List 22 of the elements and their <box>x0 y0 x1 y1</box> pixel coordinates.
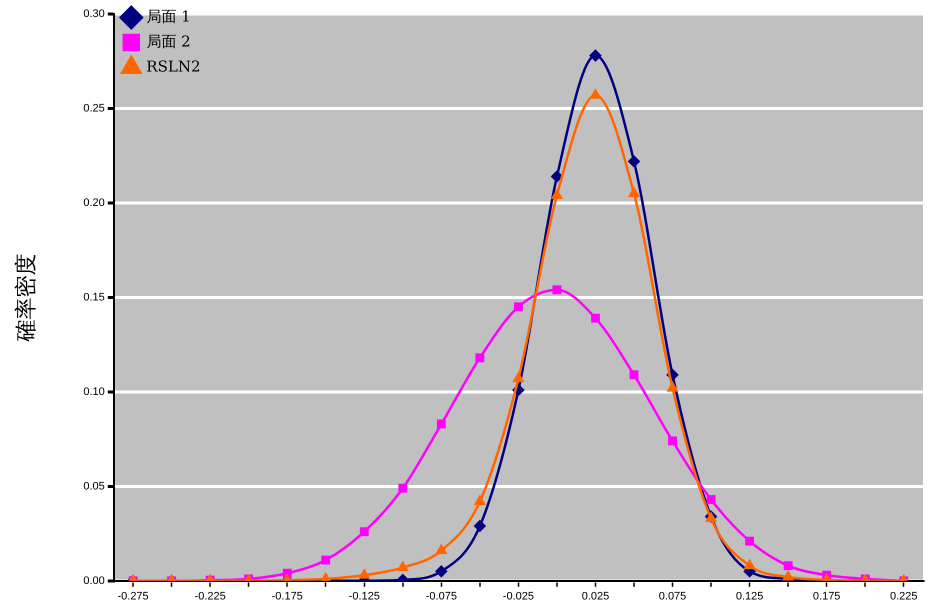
y-tick-label: 0.10 <box>83 386 105 398</box>
y-axis-title: 確率密度 <box>14 253 39 342</box>
x-tick-label: 0.075 <box>658 590 686 602</box>
x-tick-label: -0.125 <box>348 590 380 602</box>
y-tick-label: 0.20 <box>83 196 105 209</box>
y-tick-label: 0.05 <box>83 480 105 492</box>
x-tick-label: 0.225 <box>890 590 918 602</box>
legend-label: RSLN2 <box>146 57 201 76</box>
x-tick-label: -0.175 <box>272 590 303 602</box>
x-tick-label: -0.025 <box>502 590 534 602</box>
legend-label: 局面 1 <box>146 7 191 26</box>
x-tick-label: 0.175 <box>812 590 840 602</box>
x-tick-label: -0.225 <box>194 590 226 602</box>
x-tick-label: -0.275 <box>117 590 149 602</box>
legend-label: 局面 2 <box>146 32 191 50</box>
y-tick-label: 0.15 <box>83 291 105 304</box>
x-tick-label: 0.125 <box>736 590 764 602</box>
y-tick-label: 0.00 <box>83 574 105 587</box>
y-tick-label: 0.25 <box>83 102 105 114</box>
y-tick-label: 0.30 <box>83 8 105 20</box>
x-tick-label: -0.075 <box>426 590 457 602</box>
x-tick-label: 0.025 <box>582 590 610 602</box>
